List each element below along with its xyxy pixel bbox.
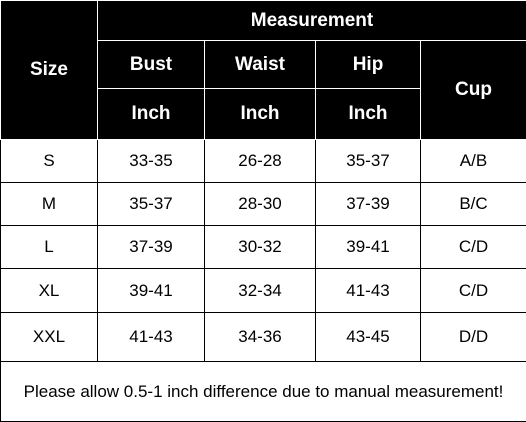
table-row: S 33-35 26-28 35-37 A/B [0, 139, 526, 183]
hip-cell: 41-43 [315, 268, 421, 313]
table-row: XL 39-41 32-34 41-43 C/D [0, 268, 526, 313]
table-row: XXL 41-43 34-36 43-45 D/D [0, 312, 526, 362]
waist-cell: 34-36 [204, 312, 316, 362]
bust-cell: 37-39 [97, 225, 205, 269]
measurement-note: Please allow 0.5-1 inch difference due t… [0, 361, 526, 422]
waist-cell: 32-34 [204, 268, 316, 313]
hip-cell: 35-37 [315, 139, 421, 183]
size-cell: M [0, 182, 98, 226]
cup-header: Cup [420, 40, 526, 140]
bust-header: Bust [97, 40, 205, 89]
waist-header: Waist [204, 40, 316, 89]
table-row: M 35-37 28-30 37-39 B/C [0, 182, 526, 226]
size-cell: XL [0, 268, 98, 313]
hip-unit-header: Inch [315, 88, 421, 140]
table-row: L 37-39 30-32 39-41 C/D [0, 225, 526, 269]
cup-cell: C/D [420, 268, 526, 313]
bust-cell: 33-35 [97, 139, 205, 183]
bust-unit-header: Inch [97, 88, 205, 140]
waist-cell: 30-32 [204, 225, 316, 269]
measurement-header: Measurement [97, 0, 526, 41]
cup-cell: A/B [420, 139, 526, 183]
bust-cell: 39-41 [97, 268, 205, 313]
cup-cell: C/D [420, 225, 526, 269]
bust-cell: 41-43 [97, 312, 205, 362]
waist-cell: 26-28 [204, 139, 316, 183]
hip-cell: 43-45 [315, 312, 421, 362]
waist-cell: 28-30 [204, 182, 316, 226]
size-cell: XXL [0, 312, 98, 362]
cup-cell: B/C [420, 182, 526, 226]
header-row-middle: Bust Waist Hip Cup [1, 40, 526, 140]
waist-unit-header: Inch [204, 88, 316, 140]
hip-cell: 39-41 [315, 225, 421, 269]
note-row: Please allow 0.5-1 inch difference due t… [0, 361, 526, 422]
header-row-units: Inch Inch Inch [1, 88, 526, 140]
size-cell: S [0, 139, 98, 183]
header-row-top: Size Measurement [0, 0, 526, 140]
bust-cell: 35-37 [97, 182, 205, 226]
cup-cell: D/D [420, 312, 526, 362]
size-cell: L [0, 225, 98, 269]
hip-header: Hip [315, 40, 421, 89]
hip-cell: 37-39 [315, 182, 421, 226]
size-header: Size [0, 0, 98, 140]
